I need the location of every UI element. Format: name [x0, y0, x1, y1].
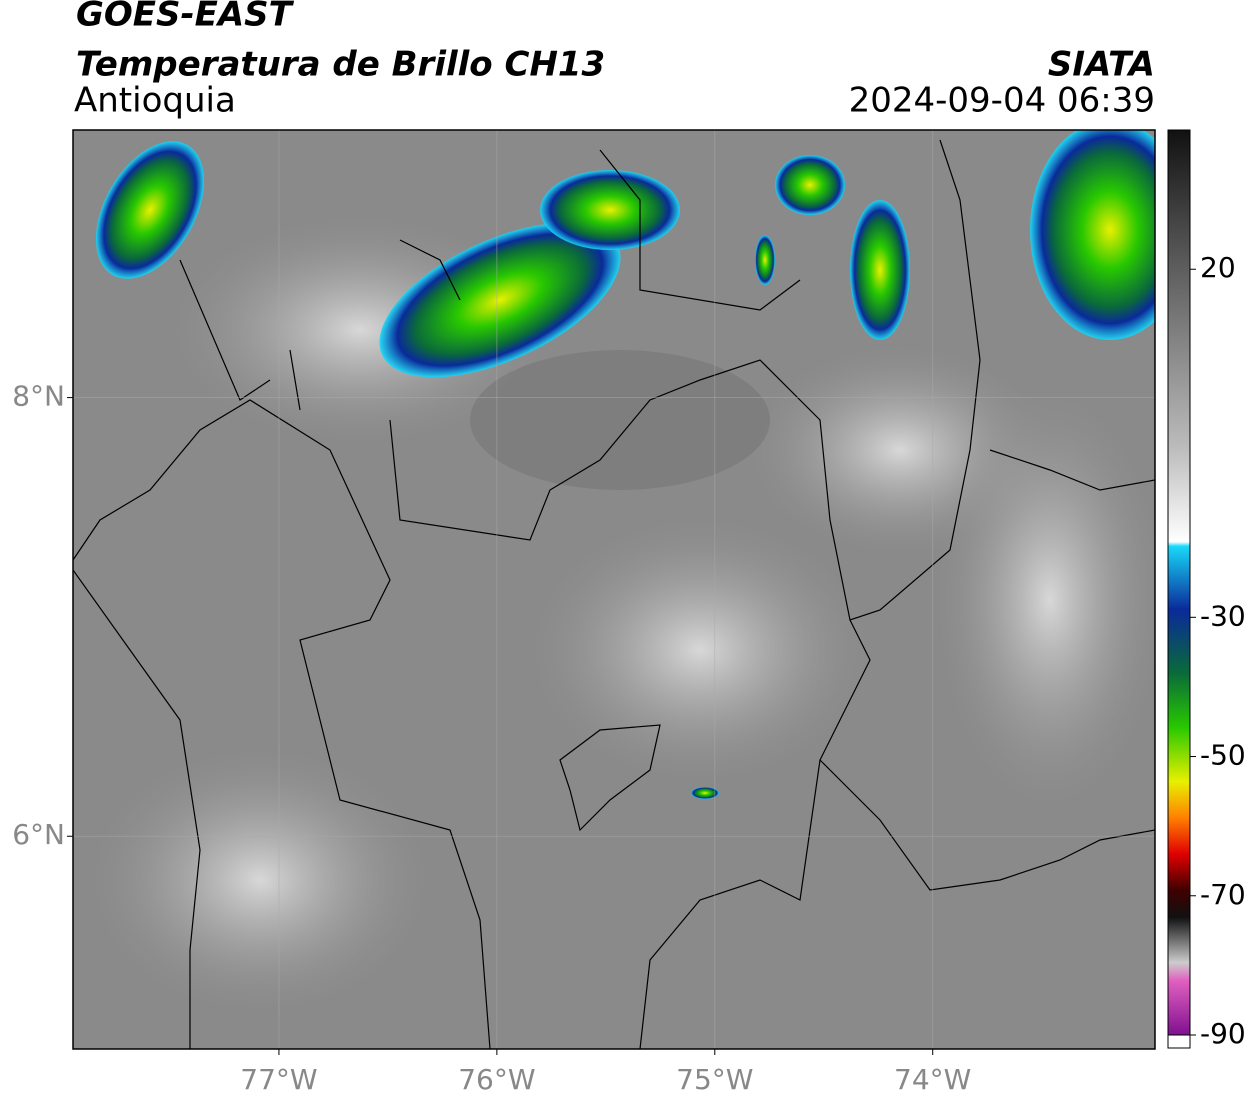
x-tick-label: 74°W	[894, 1063, 971, 1096]
region: Antioquia	[74, 81, 236, 121]
colorbar-tick-label: 20	[1200, 251, 1236, 284]
datetime: 2024-09-04 06:39	[849, 81, 1155, 121]
x-tick-label: 76°W	[458, 1063, 535, 1096]
product: Temperatura de Brillo CH13	[76, 45, 605, 85]
source: SIATA	[1048, 45, 1155, 85]
colorbar-tick-label: -90	[1200, 1017, 1246, 1050]
y-tick-label: 8°N	[12, 380, 65, 413]
map-image	[73, 130, 1155, 1049]
satellite: GOES-EAST	[76, 0, 295, 35]
colorbar-under	[1167, 1034, 1191, 1049]
map-frame	[72, 129, 1156, 1050]
colorbar	[1167, 129, 1191, 1036]
colorbar-tick-label: -50	[1200, 739, 1246, 772]
colorbar-tick-label: -30	[1200, 599, 1246, 632]
grid	[73, 130, 1155, 1049]
y-tick-label: 6°N	[12, 818, 65, 851]
colorbar-tick-label: -70	[1200, 878, 1246, 911]
x-tick-label: 75°W	[676, 1063, 753, 1096]
x-tick-label: 77°W	[240, 1063, 317, 1096]
